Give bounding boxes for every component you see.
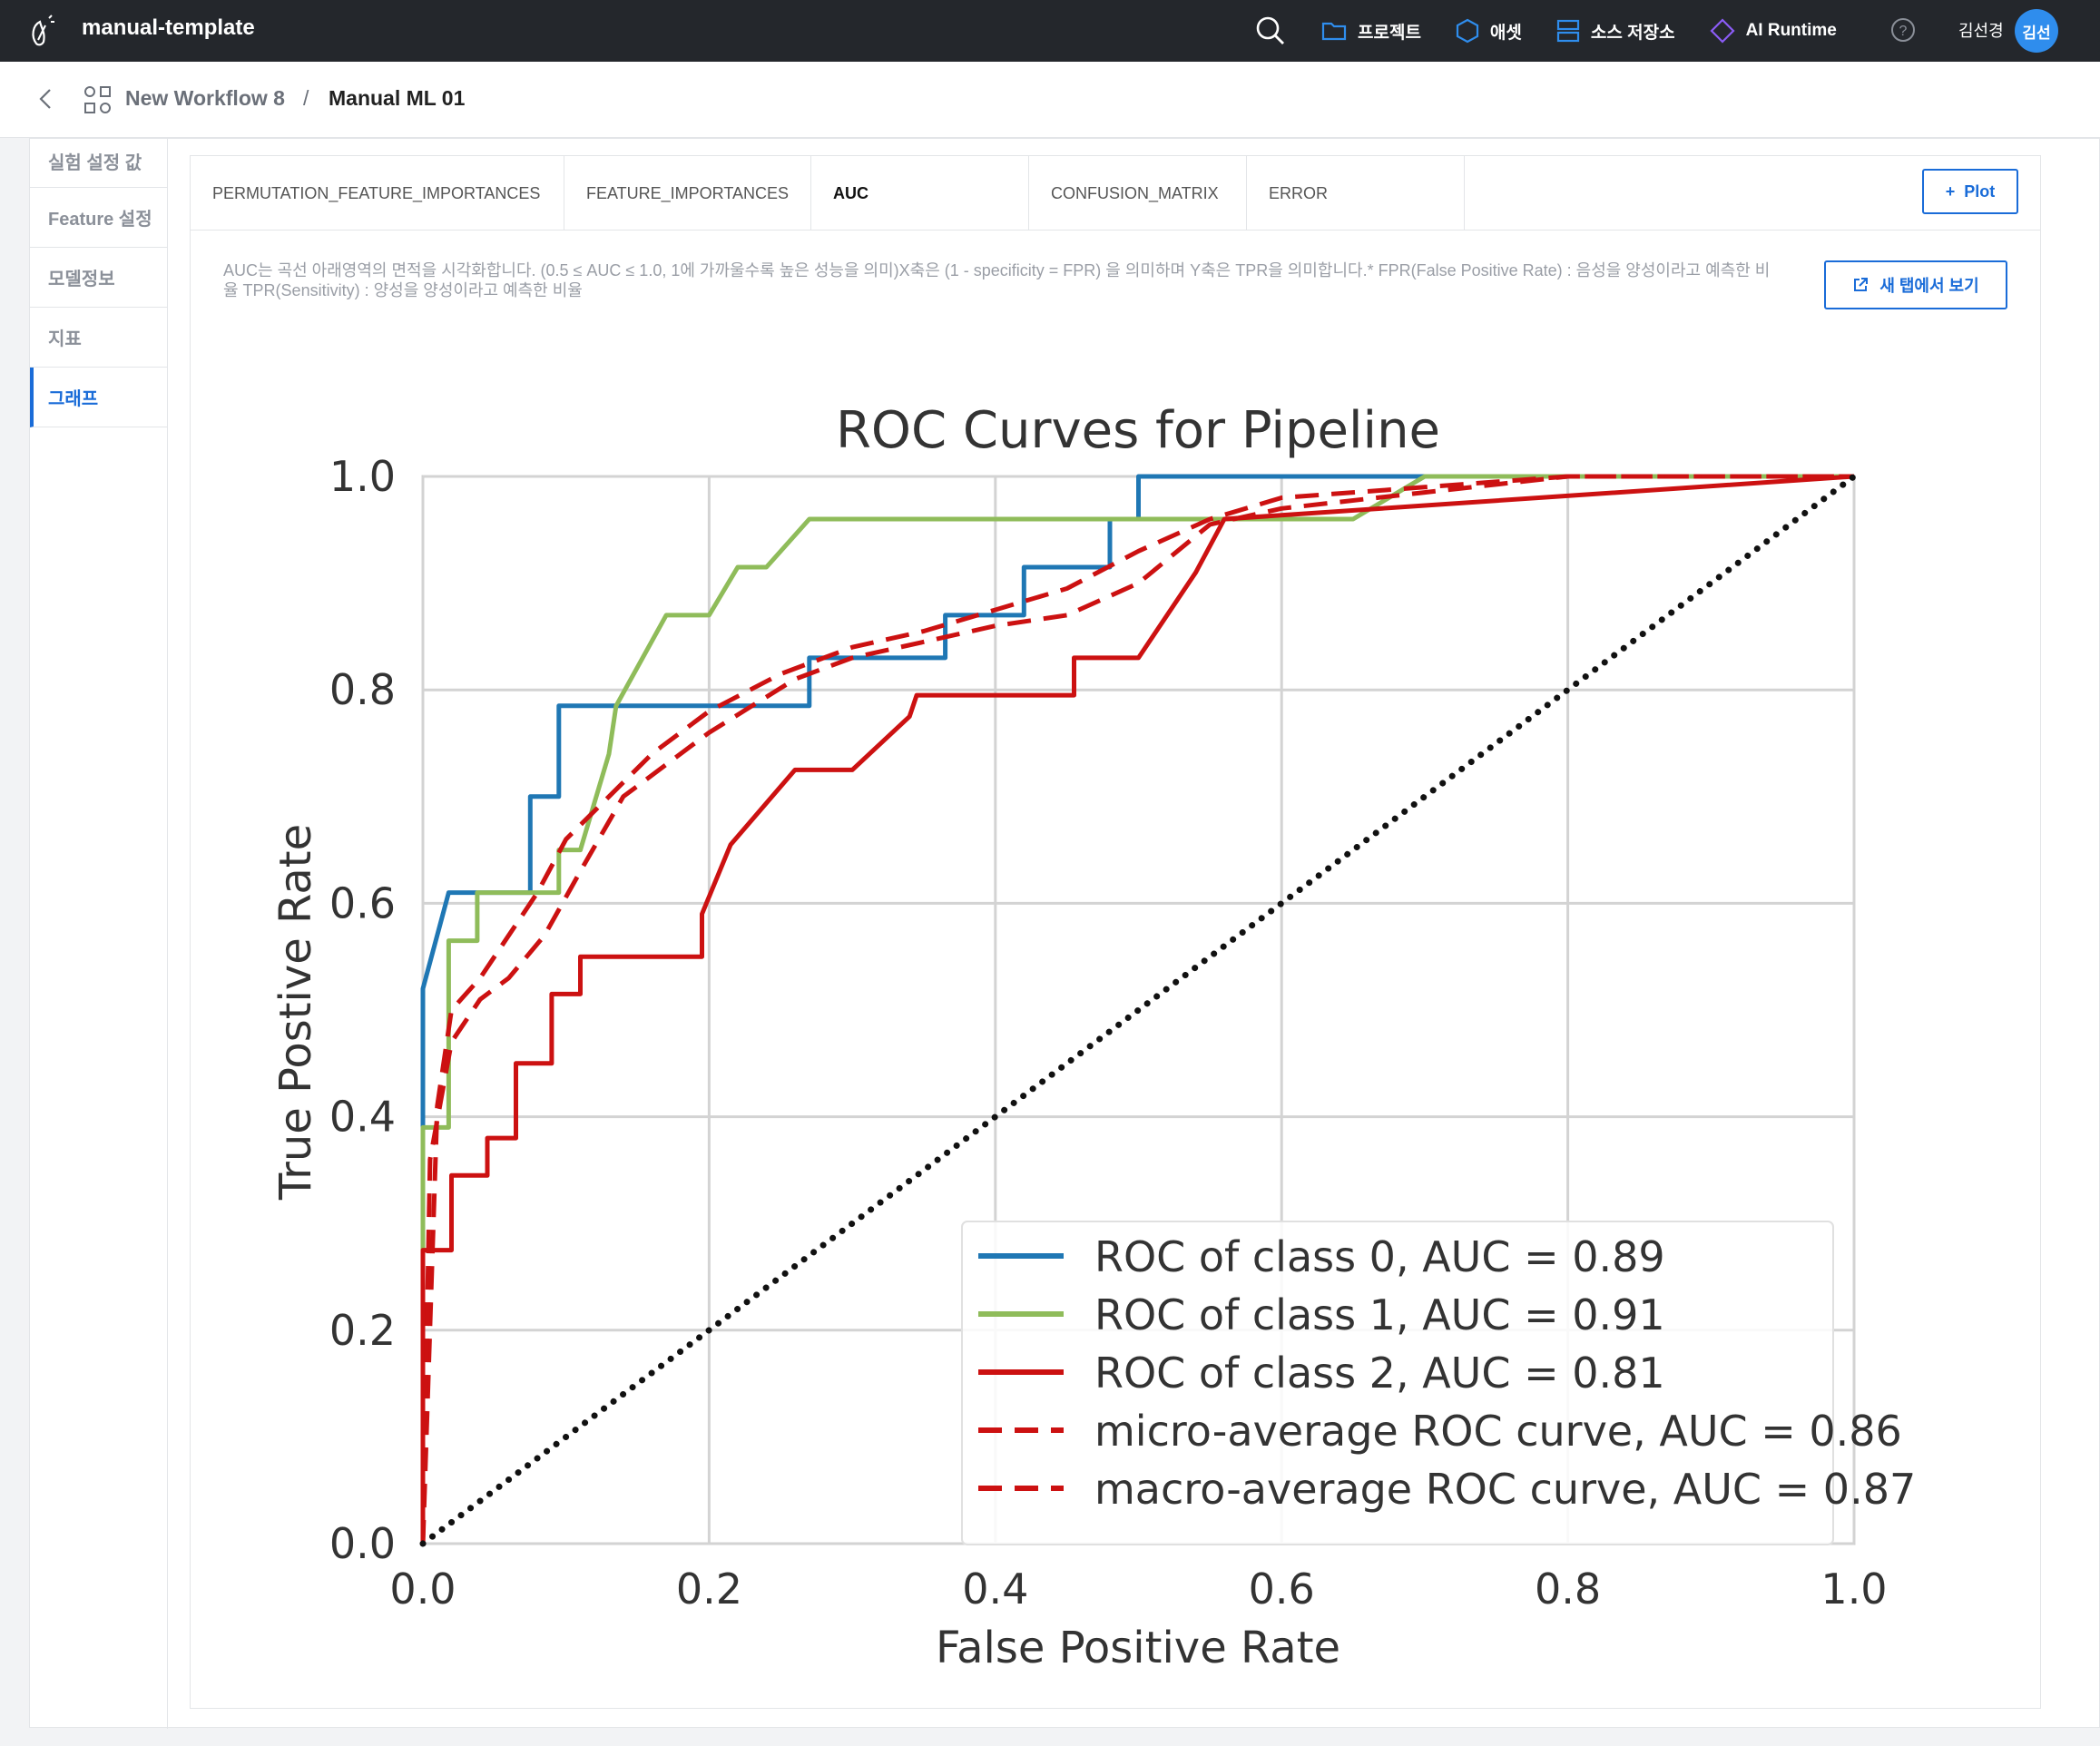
breadcrumb-current: Manual ML 01 [329,86,466,110]
hexagon-icon [1456,18,1479,44]
sidebar-item-graph[interactable]: 그래프 [30,368,167,427]
breadcrumb-separator: / [303,86,309,110]
user-name[interactable]: 김선경 [1958,22,2004,40]
breadcrumb-workflow[interactable]: New Workflow 8 [125,86,285,110]
svg-text:?: ? [1899,24,1908,39]
side-navigation: 실험 설정 값 Feature 설정 모델정보 지표 그래프 [30,139,168,1729]
sidebar-item-metrics[interactable]: 지표 [30,308,167,368]
storage-icon [1556,19,1579,43]
plus-icon: + [1945,181,1956,201]
tab-permutation-feature-importances[interactable]: PERMUTATION_FEATURE_IMPORTANCES [191,156,564,231]
diamond-icon [1710,18,1735,44]
workflow-icon [84,86,111,113]
nav-item-project[interactable]: 프로젝트 [1321,19,1421,44]
graph-tabs: PERMUTATION_FEATURE_IMPORTANCES FEATURE_… [191,156,2040,231]
help-icon[interactable]: ? [1889,16,1917,44]
sidebar-item-model-info[interactable]: 모델정보 [30,248,167,308]
nav-item-ai-runtime[interactable]: AI Runtime [1710,18,1837,44]
nav-item-source-repo[interactable]: 소스 저장소 [1556,18,1675,44]
tab-auc[interactable]: AUC [811,156,1029,231]
plot-button-label: Plot [1964,181,1996,201]
breadcrumb: New Workflow 8 / Manual ML 01 [0,62,2100,138]
top-nav-menu: 프로젝트 애셋 소스 저장소 AI Runtime [1252,0,1871,62]
nav-item-label: 소스 저장소 [1590,23,1675,43]
feather-logo-icon[interactable] [27,13,58,49]
tab-error[interactable]: ERROR [1247,156,1465,231]
auc-description: AUC는 곡선 아래영역의 면적을 시각화합니다. (0.5 ≤ AUC ≤ 1… [223,261,1771,299]
open-new-tab-label: 새 탭에서 보기 [1879,277,1979,295]
open-new-tab-button[interactable]: 새 탭에서 보기 [1824,260,2007,309]
nav-item-asset[interactable]: 애셋 [1456,18,1522,44]
folder-icon [1321,22,1347,41]
main-content: 실험 설정 값 Feature 설정 모델정보 지표 그래프 PERMUTATI… [29,138,2100,1729]
nav-item-label: 프로젝트 [1358,23,1421,43]
avatar[interactable]: 김선 [2015,9,2058,53]
external-link-icon [1854,278,1869,291]
top-navigation-bar: manual-template 프로젝트 애셋 소스 저장소 [0,0,2100,62]
nav-item-label: 애셋 [1489,23,1522,43]
app-title[interactable]: manual-template [82,15,255,40]
graph-panel: PERMUTATION_FEATURE_IMPORTANCES FEATURE_… [190,155,2041,1709]
chevron-left-icon[interactable] [33,85,60,113]
search-icon[interactable] [1252,13,1289,49]
sidebar-item-experiment-settings[interactable]: 실험 설정 값 [30,139,167,188]
add-plot-button[interactable]: + Plot [1922,169,2018,214]
sidebar-item-feature-settings[interactable]: Feature 설정 [30,188,167,248]
nav-item-label: AI Runtime [1745,21,1837,40]
tab-feature-importances[interactable]: FEATURE_IMPORTANCES [564,156,811,231]
tab-confusion-matrix[interactable]: CONFUSION_MATRIX [1029,156,1247,231]
